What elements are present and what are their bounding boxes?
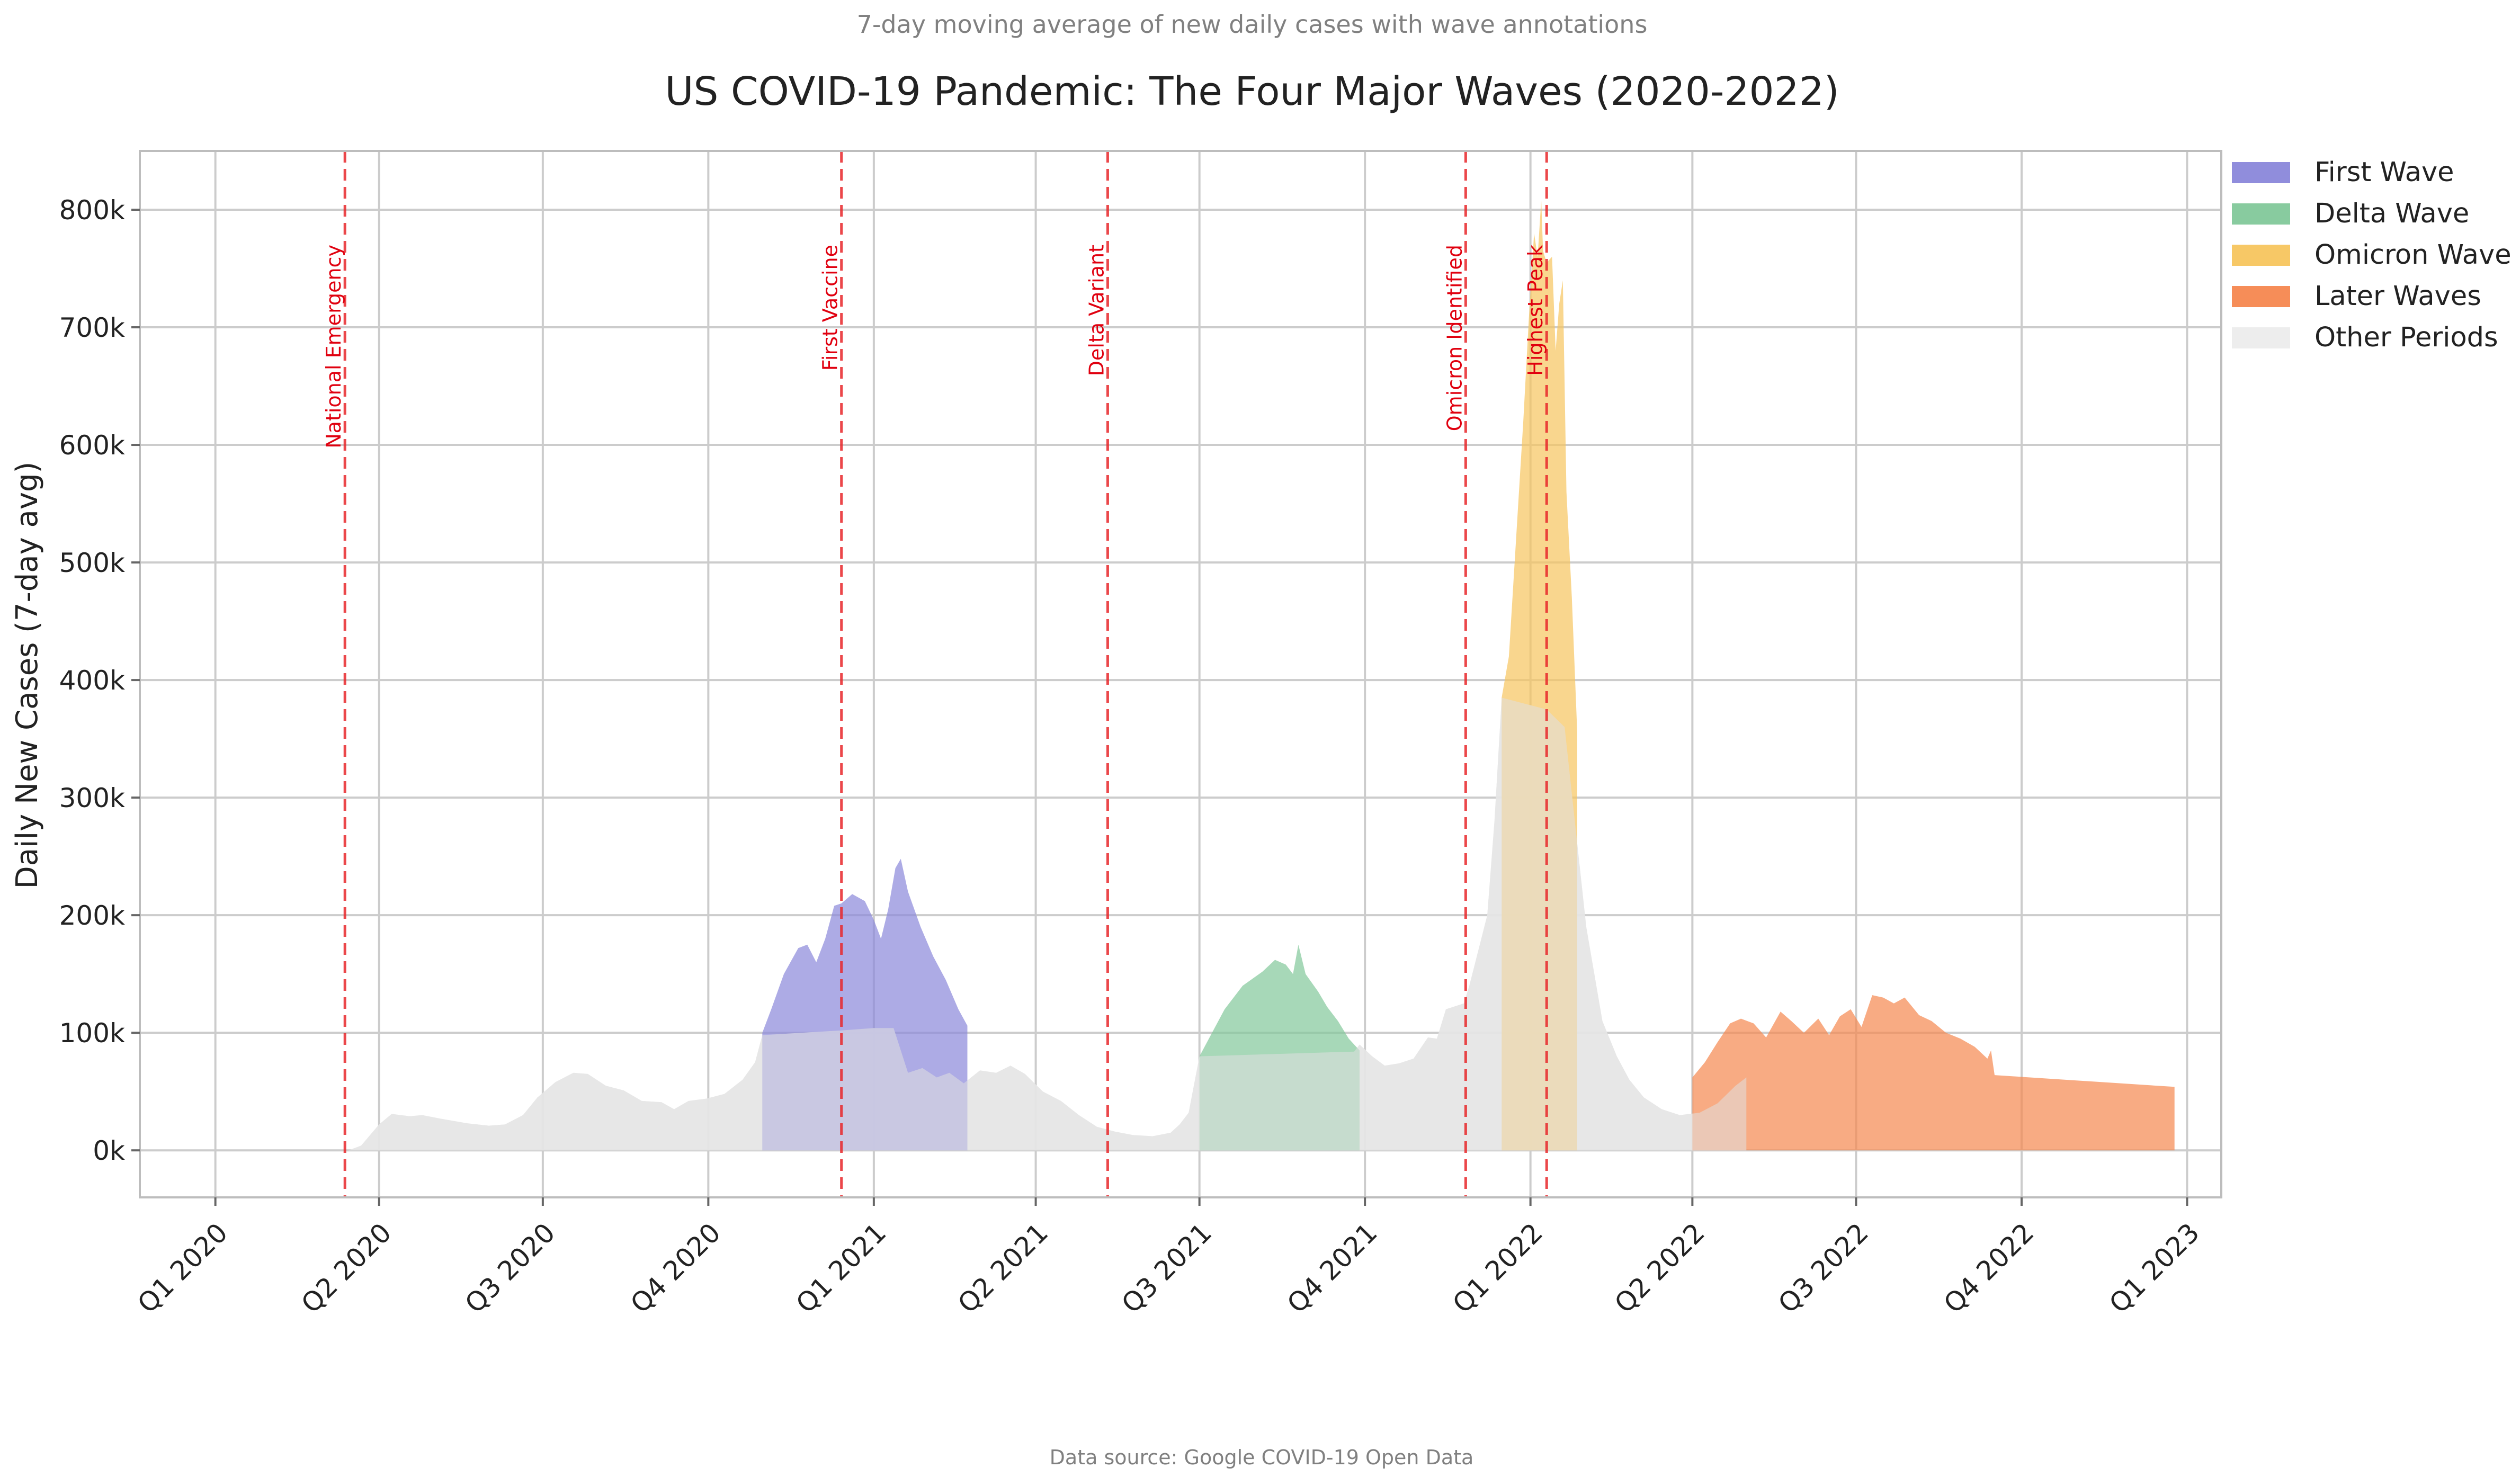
area-later-waves [1692,995,2175,1151]
y-tick-label: 500k [59,548,125,578]
y-axis-ticks: 0k 100k 200k 300k 400k 500k 600k 700k 800k [59,195,140,1166]
y-axis-label: Daily New Cases (7-day avg) [10,462,44,889]
x-tick-label: Q1 2021 [790,1217,892,1319]
x-tick-label: Q2 2020 [296,1217,398,1319]
x-tick-label: Q2 2022 [1608,1217,1711,1319]
y-tick-label: 800k [59,195,125,226]
event-label: Omicron Identified [1443,245,1466,431]
x-tick-label: Q1 2020 [132,1217,234,1319]
legend-label: Other Periods [2315,322,2498,353]
x-tick-label: Q4 2020 [624,1217,727,1319]
legend-swatch [2232,162,2290,183]
y-tick-label: 400k [59,665,125,696]
legend-label: Omicron Wave [2315,239,2512,271]
chart-title: US COVID-19 Pandemic: The Four Major Wav… [665,69,1839,114]
x-tick-label: Q3 2022 [1772,1217,1874,1319]
x-tick-label: Q1 2022 [1447,1217,1549,1319]
x-tick-label: Q3 2021 [1116,1217,1218,1319]
event-label: First Vaccine [819,245,842,371]
legend-swatch [2232,286,2290,307]
y-tick-label: 700k [59,312,125,343]
data-source-note: Data source: Google COVID-19 Open Data [1050,1446,1474,1469]
x-tick-label: Q4 2021 [1281,1217,1383,1319]
plot-frame [139,150,2222,1198]
x-tick-label: Q2 2021 [952,1217,1054,1319]
event-label: Highest Peak [1524,245,1547,376]
x-tick-label: Q3 2020 [459,1217,561,1319]
legend-label: Later Waves [2315,281,2481,312]
event-label: National Emergency [322,245,345,449]
y-tick-label: 600k [59,430,125,461]
legend: First Wave Delta Wave Omicron Wave Later Wa… [2232,157,2512,353]
event-markers: National Emergency First Vaccine Delta Var… [322,151,1548,1197]
wave-areas [348,200,2175,1151]
legend-label: First Wave [2315,157,2454,188]
chart-subtitle: 7-day moving average of new daily cases … [857,10,1648,39]
legend-swatch [2232,327,2290,348]
x-tick-label: Q1 2023 [2103,1217,2205,1319]
y-tick-label: 200k [59,900,125,931]
x-tick-label: Q4 2022 [1938,1217,2040,1319]
legend-swatch [2232,203,2290,225]
x-axis-ticks: Q1 2020 Q2 2020 Q3 2020 Q4 2020 Q1 2021 Q2 20… [132,1197,2205,1319]
y-tick-label: 300k [59,783,125,813]
y-tick-label: 0k [93,1135,125,1166]
event-label: Delta Variant [1085,245,1108,376]
y-tick-label: 100k [59,1018,125,1049]
area-other-periods-overlay [348,697,1747,1151]
legend-label: Delta Wave [2315,198,2469,229]
legend-swatch [2232,245,2290,266]
